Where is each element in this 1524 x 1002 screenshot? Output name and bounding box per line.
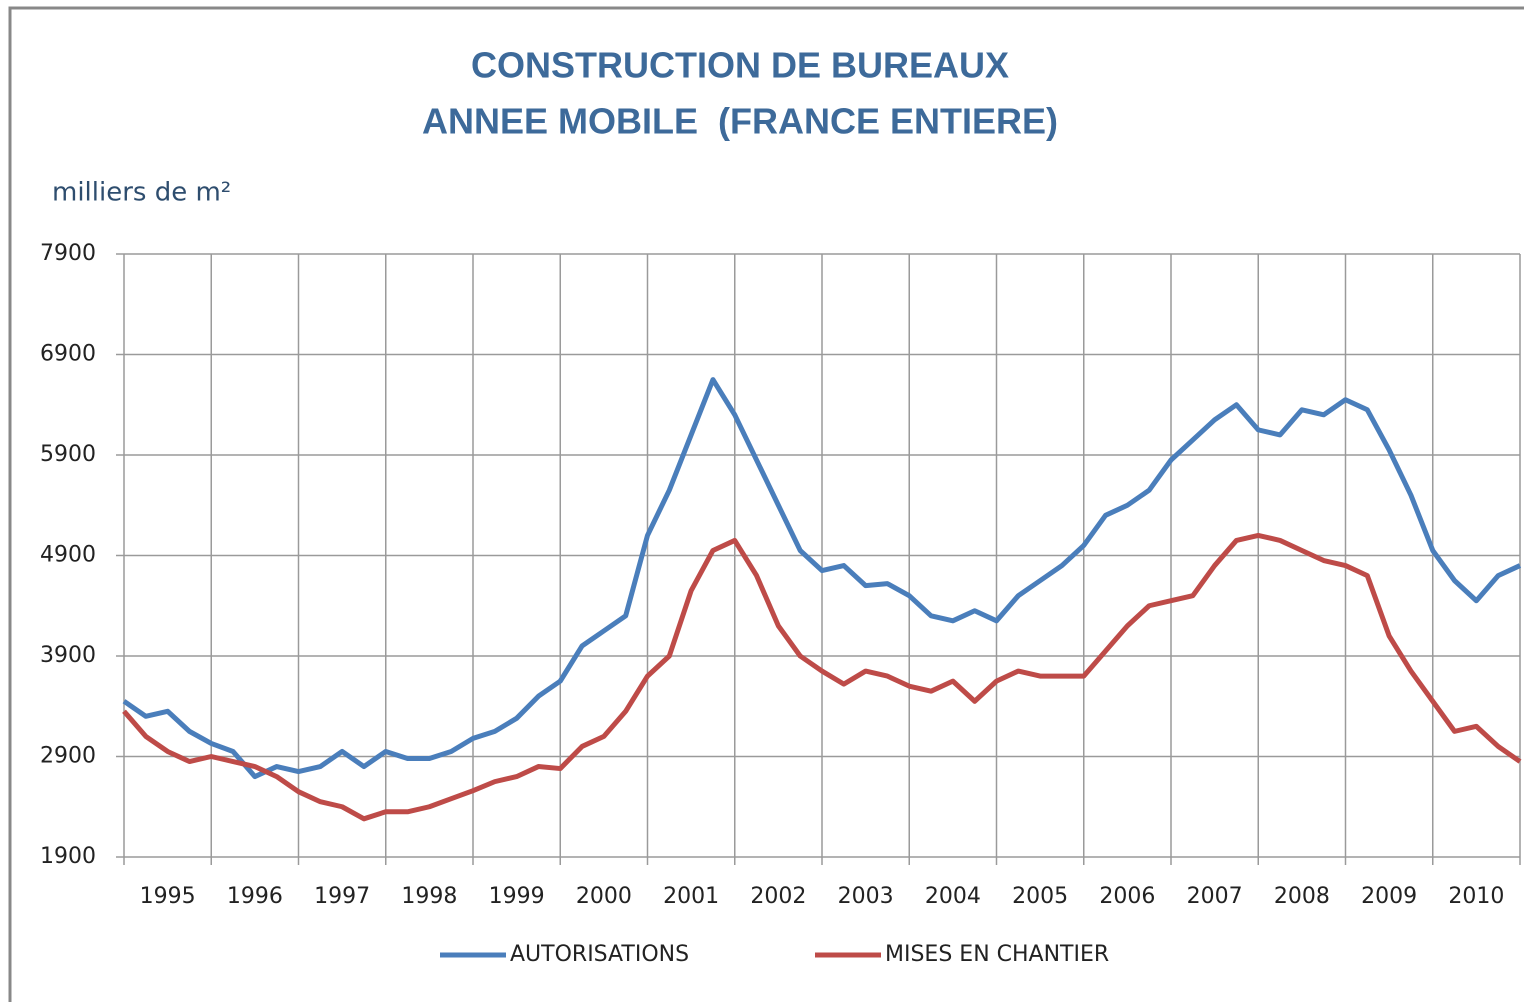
x-tick-label: 2009 [1361, 884, 1417, 909]
series-line [122, 532, 1522, 822]
legend-label: AUTORISATIONS [510, 942, 689, 967]
x-tick-label: 2003 [838, 884, 894, 909]
y-tick-label: 7900 [40, 241, 96, 266]
x-tick-label: 1996 [227, 884, 283, 909]
x-tick-label: 1999 [489, 884, 545, 909]
x-tick-label: 2005 [1012, 884, 1068, 909]
y-axis-label: milliers de m² [52, 178, 231, 208]
x-tick-label: 2002 [750, 884, 806, 909]
y-tick-label: 1900 [40, 844, 96, 869]
x-tick-label: 2004 [925, 884, 981, 909]
y-tick-label: 4900 [40, 543, 96, 568]
x-tick-label: 2001 [663, 884, 719, 909]
y-tick-label: 2900 [40, 744, 96, 769]
x-tick-label: 1995 [140, 884, 196, 909]
x-tick-label: 1997 [314, 884, 370, 909]
x-tick-label: 1998 [401, 884, 457, 909]
y-tick-label: 6900 [40, 342, 96, 367]
x-tick-label: 2008 [1274, 884, 1330, 909]
legend-label: MISES EN CHANTIER [885, 942, 1109, 967]
y-tick-label: 5900 [40, 442, 96, 467]
x-tick-label: 2006 [1099, 884, 1155, 909]
y-tick-label: 3900 [40, 643, 96, 668]
chart-subtitle: ANNEE MOBILE (FRANCE ENTIERE) [422, 101, 1058, 142]
x-tick-label: 2007 [1187, 884, 1243, 909]
x-tick-label: 2010 [1448, 884, 1504, 909]
chart-title: CONSTRUCTION DE BUREAUX [471, 45, 1009, 86]
series-line [122, 377, 1522, 780]
x-tick-label: 2000 [576, 884, 632, 909]
frame [8, 6, 1524, 1002]
